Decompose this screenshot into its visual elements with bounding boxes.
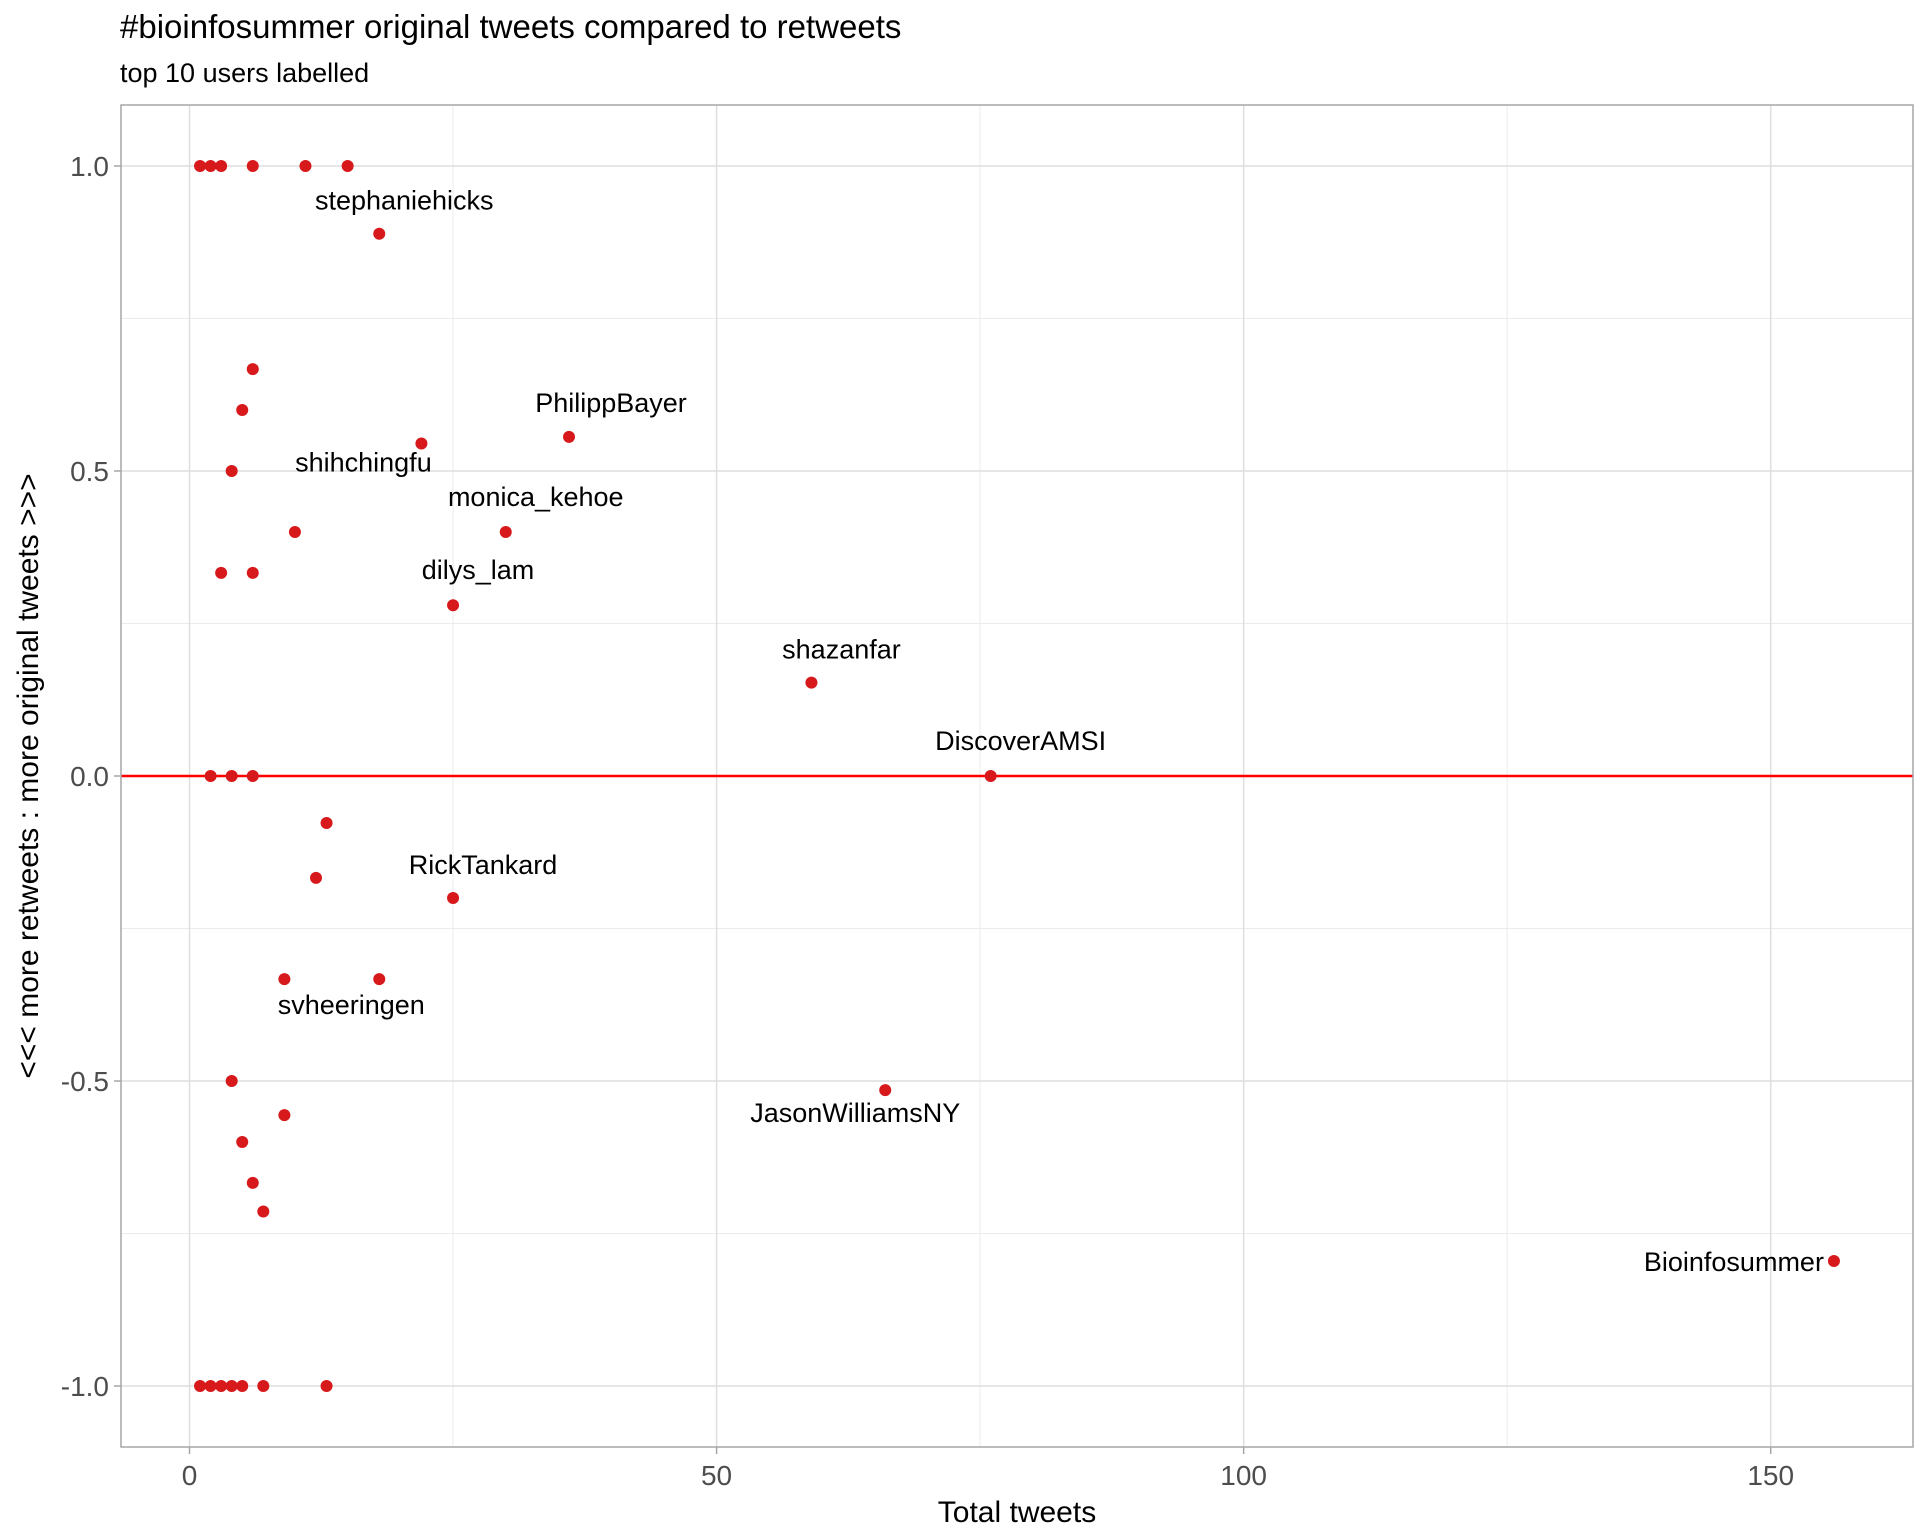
data-point bbox=[447, 892, 460, 904]
data-point bbox=[204, 160, 217, 172]
data-point bbox=[204, 1380, 217, 1392]
data-point bbox=[225, 465, 238, 477]
y-tick-label: -1.0 bbox=[61, 1371, 109, 1402]
point-labels: stephaniehicks shihchingfu PhilippBayer mon… bbox=[278, 186, 1824, 1277]
point-label: monica_kehoe bbox=[448, 482, 624, 512]
x-axis-title: Total tweets bbox=[938, 1496, 1096, 1529]
data-point bbox=[805, 676, 818, 689]
data-points bbox=[194, 160, 1840, 1392]
data-point bbox=[236, 1136, 249, 1148]
data-point bbox=[257, 1205, 270, 1218]
y-tick-label: -0.5 bbox=[61, 1066, 109, 1097]
data-point bbox=[236, 404, 249, 416]
data-point bbox=[215, 160, 228, 172]
data-point bbox=[879, 1084, 892, 1097]
data-point bbox=[984, 770, 997, 782]
data-point bbox=[225, 1075, 238, 1087]
data-point bbox=[215, 566, 228, 579]
data-point bbox=[194, 160, 207, 172]
x-tick-label: 50 bbox=[701, 1460, 732, 1491]
data-point bbox=[246, 566, 259, 579]
data-point bbox=[246, 1176, 259, 1189]
data-point bbox=[215, 1380, 228, 1392]
y-tick-label: 1.0 bbox=[70, 151, 109, 182]
point-label: RickTankard bbox=[409, 850, 558, 880]
data-point bbox=[278, 1109, 291, 1122]
data-point bbox=[447, 599, 460, 612]
data-point bbox=[278, 973, 291, 986]
data-point bbox=[236, 1380, 249, 1392]
y-tick-label: 0.5 bbox=[70, 456, 109, 487]
data-point bbox=[246, 160, 259, 172]
data-point bbox=[320, 816, 333, 829]
data-point bbox=[299, 160, 312, 172]
point-label: dilys_lam bbox=[422, 555, 535, 585]
point-label: svheeringen bbox=[278, 990, 425, 1020]
point-label: Bioinfosummer bbox=[1644, 1247, 1824, 1277]
data-point bbox=[320, 1380, 333, 1392]
data-point bbox=[257, 1380, 270, 1392]
data-point bbox=[246, 363, 259, 376]
chart-title: #bioinfosummer original tweets compared … bbox=[120, 8, 902, 45]
data-point bbox=[204, 770, 217, 782]
point-label: JasonWilliamsNY bbox=[750, 1098, 960, 1128]
point-label: PhilippBayer bbox=[535, 388, 687, 418]
axis-ticks: 0 50 100 150 1.0 0.5 0.0 -0.5 -1.0 bbox=[61, 151, 1794, 1491]
data-point bbox=[246, 770, 259, 782]
data-point bbox=[1827, 1254, 1840, 1267]
point-label: shihchingfu bbox=[295, 448, 432, 478]
data-point bbox=[310, 871, 323, 884]
data-point bbox=[225, 1380, 238, 1392]
data-point bbox=[288, 526, 301, 538]
data-point bbox=[415, 437, 428, 450]
data-point bbox=[563, 430, 575, 443]
point-label: DiscoverAMSI bbox=[935, 726, 1106, 756]
data-point bbox=[499, 526, 512, 538]
point-label: stephaniehicks bbox=[315, 186, 494, 216]
x-tick-label: 100 bbox=[1220, 1460, 1267, 1491]
chart-subtitle: top 10 users labelled bbox=[120, 58, 370, 88]
x-tick-label: 150 bbox=[1747, 1460, 1794, 1491]
y-axis-title: <<< more retweets : more original tweets… bbox=[12, 473, 45, 1078]
y-tick-label: 0.0 bbox=[70, 761, 109, 792]
data-point bbox=[194, 1380, 207, 1392]
data-point bbox=[373, 227, 386, 240]
data-point bbox=[225, 770, 238, 782]
data-point bbox=[373, 973, 386, 986]
data-point bbox=[341, 160, 354, 172]
point-label: shazanfar bbox=[782, 635, 901, 665]
x-tick-label: 0 bbox=[182, 1460, 198, 1491]
